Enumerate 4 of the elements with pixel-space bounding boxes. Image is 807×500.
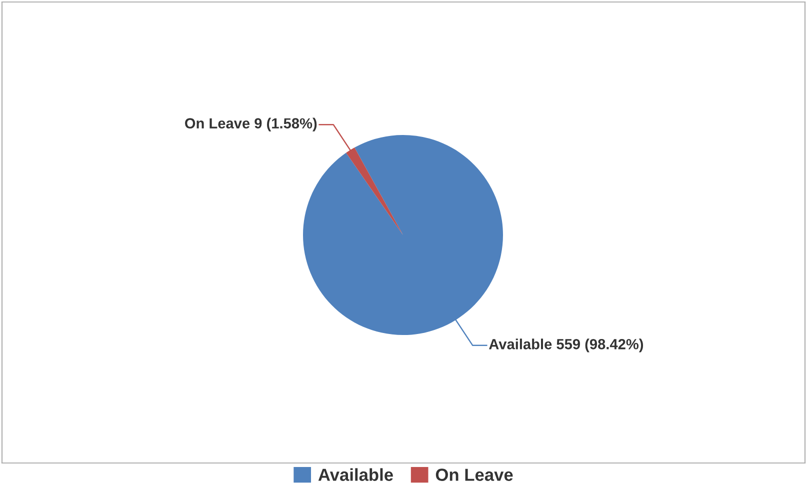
data-label: On Leave 9 (1.58%) <box>185 118 317 132</box>
legend-label: On Leave <box>436 468 513 481</box>
data-label: Available 559 (98.42%) <box>489 338 644 352</box>
legend-label: Available <box>318 468 393 481</box>
